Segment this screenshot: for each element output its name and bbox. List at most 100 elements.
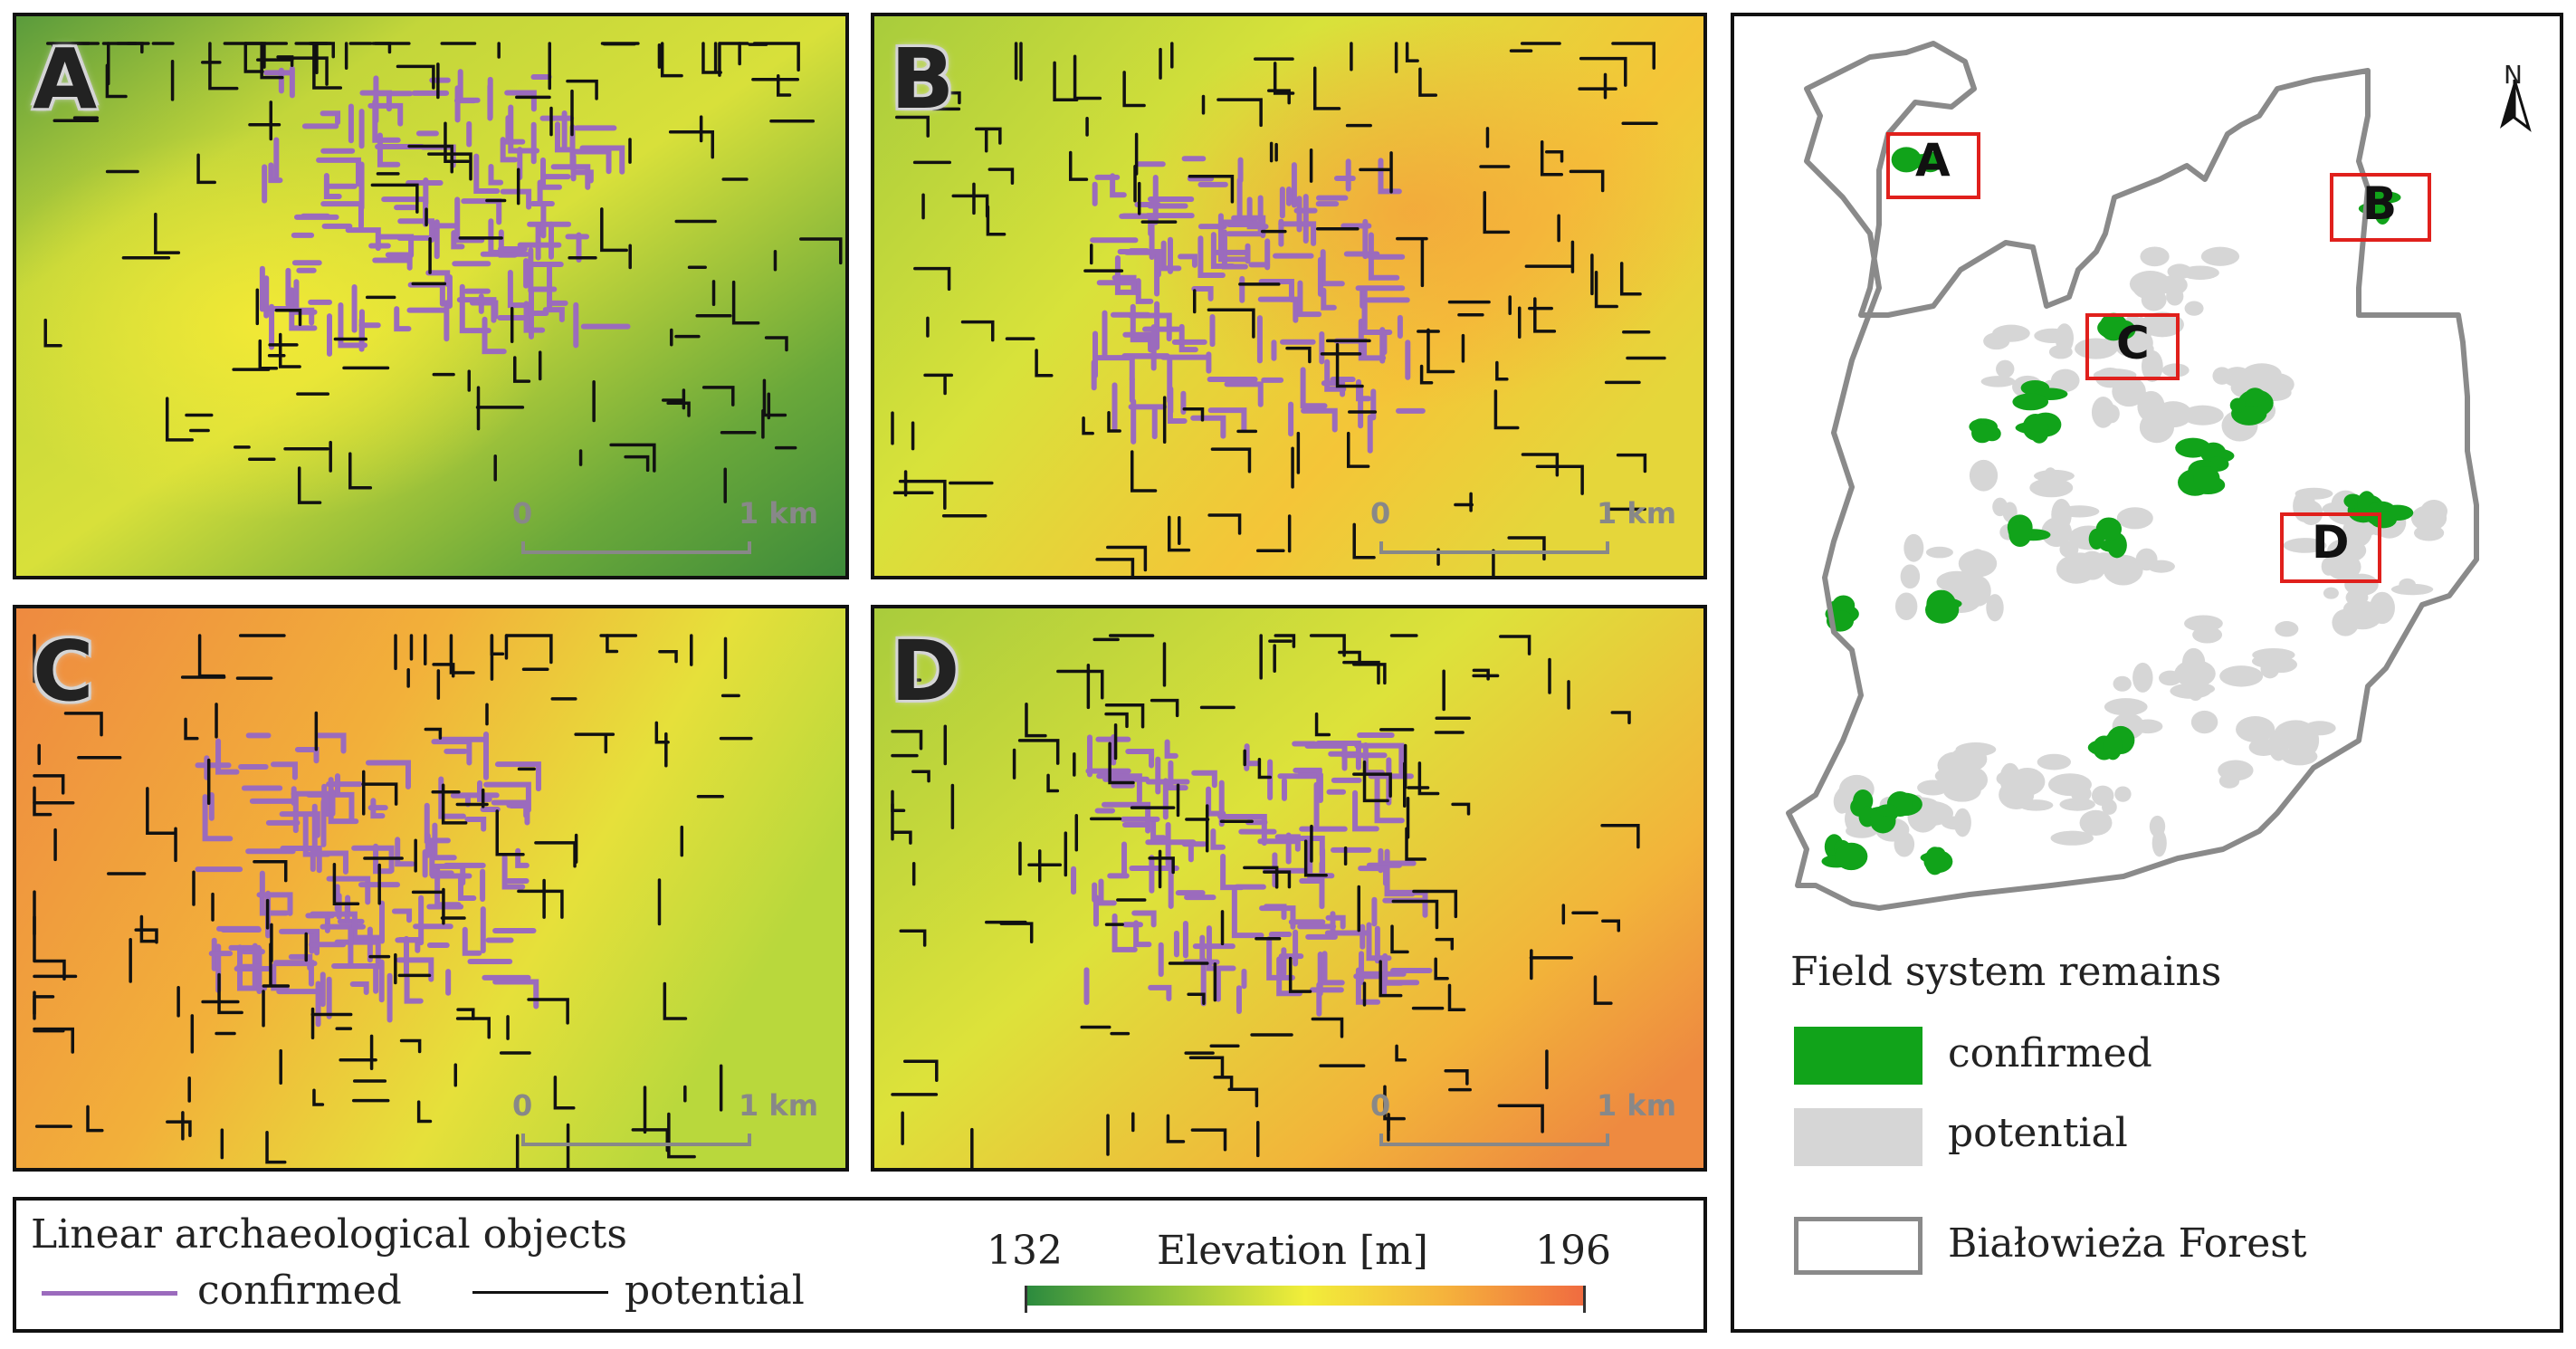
confirmed-line — [271, 963, 290, 991]
potential-line — [1497, 1104, 1544, 1134]
potential-area — [2166, 286, 2184, 306]
potential-area — [1996, 359, 2015, 378]
potential-line — [1188, 174, 1235, 204]
confirmed-line — [464, 817, 487, 832]
confirmed-line — [293, 279, 318, 315]
potential-line — [1390, 924, 1409, 954]
potential-line — [1346, 431, 1370, 468]
confirmed-area — [2022, 414, 2049, 441]
potential-area — [2420, 500, 2447, 523]
potential-area — [2116, 507, 2153, 530]
potential-area — [2327, 538, 2367, 563]
potential-area — [2188, 682, 2204, 701]
potential-line — [1216, 98, 1263, 128]
potential-area — [2129, 270, 2171, 298]
potential-line — [1391, 899, 1439, 930]
confirmed-line — [500, 137, 518, 163]
potential-line — [1379, 960, 1403, 998]
potential-line — [370, 183, 419, 214]
potential-line — [1068, 150, 1089, 181]
ramp-tick-right — [1583, 1286, 1586, 1313]
overview-map — [1786, 41, 2532, 911]
confirmed-area — [2111, 320, 2136, 340]
confirmed-line — [1131, 910, 1157, 928]
potential-line — [891, 789, 906, 812]
potential-area — [2009, 767, 2046, 796]
potential-line — [1095, 558, 1135, 576]
confirmed-line — [338, 301, 368, 349]
confirmed-line — [272, 960, 314, 987]
confirmed-area — [1876, 804, 1899, 817]
potential-area — [2048, 345, 2073, 359]
confirmed-area — [1925, 596, 1960, 624]
confirmed-line — [1197, 235, 1226, 279]
confirmed-line — [1210, 232, 1236, 270]
potential-area — [2281, 747, 2318, 766]
potential-line — [1263, 870, 1292, 889]
potential-area — [1937, 751, 1976, 780]
potential-area — [2149, 815, 2166, 837]
potential-area — [2104, 698, 2148, 716]
potential-line — [63, 712, 103, 737]
inset-label-c: C — [2116, 317, 2150, 369]
confirmed-line — [394, 306, 412, 332]
potential-line — [666, 401, 691, 417]
elevation-title: Elevation [m] — [1157, 1228, 1428, 1274]
confirmed-line — [431, 739, 472, 766]
potential-area — [2200, 246, 2240, 266]
potential-area — [1998, 770, 2018, 787]
confirmed-line — [473, 153, 501, 194]
potential-line — [1444, 1069, 1469, 1086]
potential-line — [166, 1120, 192, 1137]
potential-line — [43, 318, 62, 348]
confirmed-area — [2229, 397, 2247, 413]
confirmed-line — [1231, 215, 1266, 239]
scale-bar — [1379, 1134, 1609, 1146]
confirmed-area — [2374, 200, 2391, 225]
potential-area — [2104, 404, 2120, 424]
potential-line — [1148, 856, 1175, 875]
potential-line — [799, 237, 843, 265]
potential-area — [1986, 594, 2004, 622]
potential-line — [1243, 866, 1279, 889]
confirmed-line — [1191, 770, 1217, 789]
potential-area — [2075, 338, 2118, 359]
potential-line — [1182, 407, 1205, 422]
potential-area — [2140, 246, 2170, 267]
potential-line — [1188, 1056, 1225, 1078]
confirmed-area — [2244, 387, 2266, 408]
potential-line — [456, 1008, 475, 1020]
confirmed-line — [1167, 394, 1188, 425]
potential-line — [1419, 364, 1434, 385]
confirmed-area — [2193, 465, 2220, 492]
potential-line — [1017, 739, 1060, 765]
confirmed-line — [237, 944, 268, 991]
confirmed-line — [1278, 221, 1317, 246]
confirmed-line — [483, 781, 531, 813]
panel-label-d: D — [891, 623, 960, 720]
confirmed-line — [1374, 776, 1405, 824]
potential-area — [2091, 785, 2114, 807]
confirmed-area — [2095, 517, 2123, 541]
scale-start: 0 — [512, 496, 533, 531]
potential-label: potential — [625, 1268, 805, 1314]
potential-line — [658, 649, 678, 664]
potential-line — [1426, 328, 1455, 374]
potential-area — [2190, 710, 2218, 734]
potential-line — [898, 479, 947, 510]
elevation-color-ramp — [1025, 1286, 1586, 1306]
confirmed-line — [385, 252, 413, 271]
potential-line — [1273, 62, 1295, 95]
potential-area — [2135, 548, 2158, 571]
potential-line — [504, 634, 553, 665]
potential-line — [1352, 772, 1392, 799]
confirmed-line — [349, 981, 369, 995]
confirmed-line — [429, 837, 454, 876]
inset-box-b — [2330, 173, 2431, 242]
potential-line — [33, 1027, 74, 1054]
potential-line — [424, 727, 443, 740]
potential-line — [777, 74, 792, 97]
potential-area — [2079, 809, 2113, 836]
confirmed-line — [1258, 278, 1294, 303]
confirmed-line — [370, 798, 386, 819]
